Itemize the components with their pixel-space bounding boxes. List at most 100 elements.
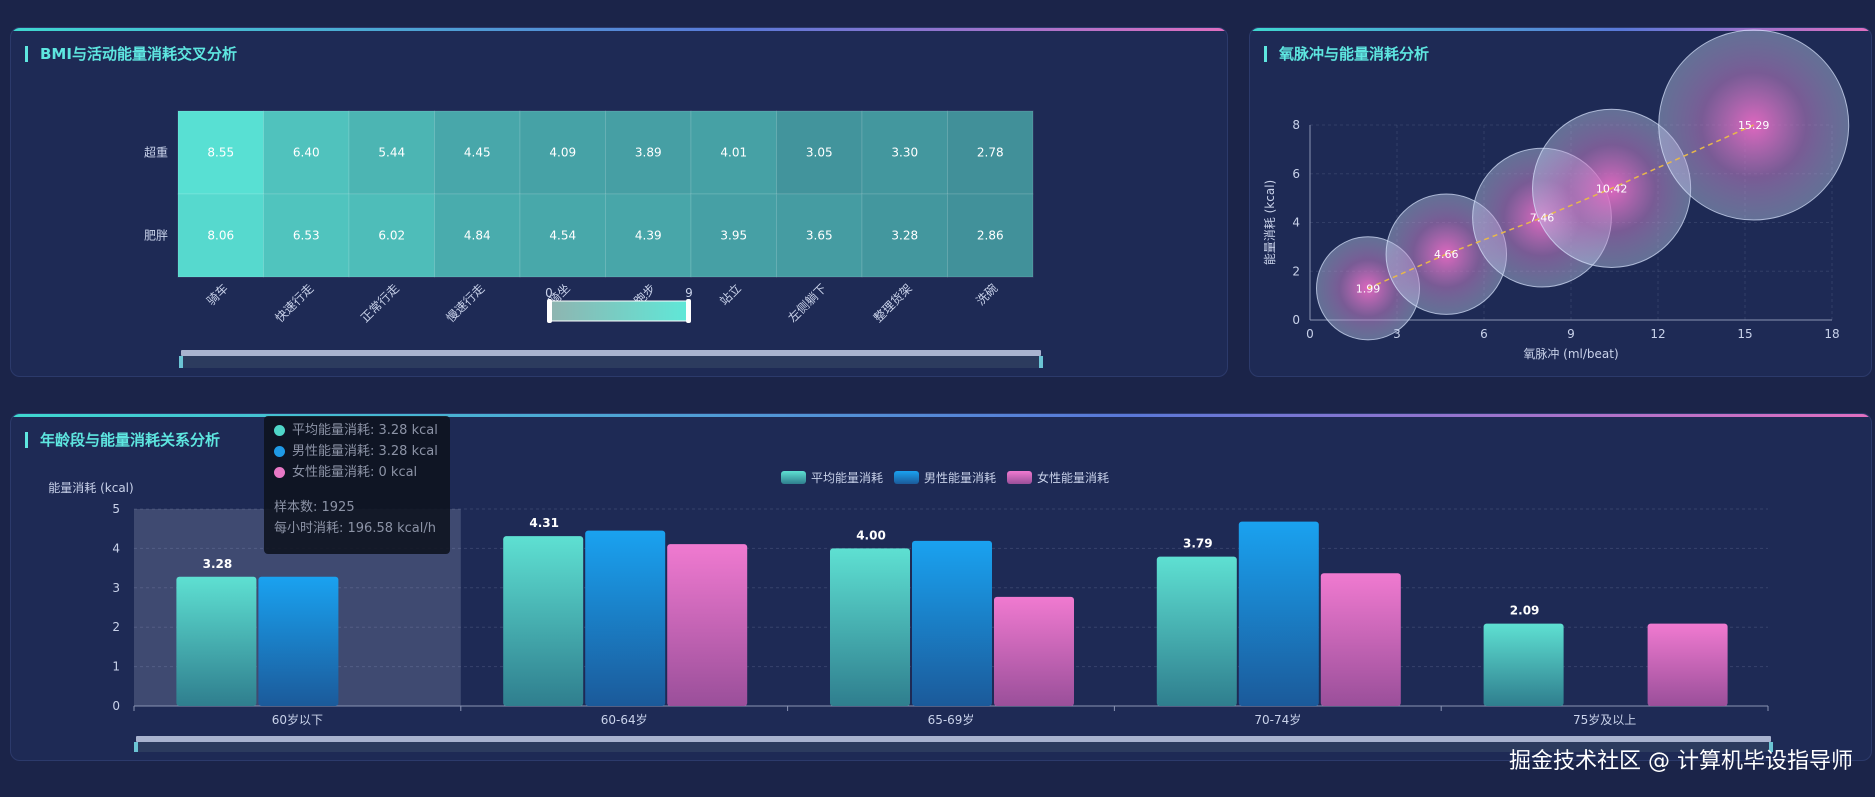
heatmap-cell-value: 5.44 (378, 146, 405, 160)
scatter-point-label: 10.42 (1596, 182, 1628, 195)
bar-y-tick: 1 (112, 660, 120, 674)
heatmap-cell[interactable] (434, 110, 521, 195)
bar-datazoom-handle-right[interactable] (1769, 742, 1773, 752)
heatmap-cell-value: 3.65 (806, 229, 833, 243)
heatmap-cell[interactable] (519, 193, 606, 278)
bar-data-label: 3.28 (203, 557, 233, 571)
bar-chart: 0 1 2 3 4 5 能量消耗 (kcal) 60岁以下 3.28 60-64岁 4.31 65-6… (48, 470, 1773, 752)
scatter-chart: 0 3 6 9 12 15 18 0 2 4 6 8 氧脉冲 (ml/beat) 能量消耗 (kcal) 1… (1263, 29, 1850, 361)
tooltip-sample: 样本数: 1925 (274, 500, 355, 515)
bar-x-tick: 60-64岁 (601, 712, 648, 727)
bar-title: 年龄段与能量消耗关系分析 (25, 432, 220, 448)
bar-2-3[interactable] (1320, 573, 1401, 706)
tooltip-male-text: 男性能量消耗: 3.28 kcal (292, 444, 438, 459)
heatmap-visualmap-handle-min[interactable] (547, 299, 552, 323)
scatter-x-tick: 12 (1650, 327, 1665, 341)
scatter-point-label: 15.29 (1738, 119, 1770, 132)
legend-label[interactable]: 男性能量消耗 (924, 471, 996, 485)
heatmap-cell[interactable] (177, 193, 264, 278)
heatmap-col-label: 慢速行走 (444, 281, 488, 325)
bar-0-2[interactable] (830, 548, 910, 706)
heatmap-visualmap-max-label: 9 (685, 286, 693, 300)
heatmap-cell-value: 4.45 (464, 146, 491, 160)
tooltip-row-female: 女性能量消耗: 0 kcal (274, 462, 440, 483)
heatmap-cell[interactable] (177, 110, 264, 195)
bar-2-1[interactable] (667, 544, 748, 706)
scatter-point-label: 7.46 (1530, 212, 1555, 225)
bar-datazoom-track[interactable] (136, 742, 1771, 752)
bar-data-label: 4.31 (529, 516, 559, 530)
scatter-x-tick: 0 (1306, 327, 1314, 341)
heatmap-cell-value: 4.01 (720, 146, 747, 160)
scatter-y-tick: 4 (1292, 216, 1300, 230)
bar-1-0[interactable] (258, 576, 339, 706)
bar-datazoom-bar[interactable] (136, 736, 1771, 742)
heatmap-cell[interactable] (605, 110, 692, 195)
bar-datazoom-handle-left[interactable] (134, 742, 138, 752)
heatmap-datazoom-handle-left[interactable] (179, 356, 183, 368)
heatmap-datazoom-track[interactable] (181, 356, 1041, 368)
legend-swatch[interactable] (1007, 471, 1032, 484)
heatmap-cell-value: 4.09 (549, 146, 576, 160)
heatmap-cell[interactable] (263, 110, 350, 195)
heatmap-title: BMI与活动能量消耗交叉分析 (25, 46, 237, 62)
bar-y-tick: 2 (112, 620, 120, 634)
bar-x-tick: 75岁及以上 (1573, 712, 1636, 727)
heatmap-datazoom-bar[interactable] (181, 350, 1041, 356)
heatmap-cell-value: 2.78 (977, 146, 1004, 160)
bar-2-2[interactable] (994, 596, 1074, 706)
legend-swatch[interactable] (781, 471, 806, 484)
bar-y-tick: 5 (112, 502, 120, 516)
heatmap-cell[interactable] (348, 193, 435, 278)
scatter-x-tick: 18 (1824, 327, 1839, 341)
heatmap-cell[interactable] (690, 110, 777, 195)
bar-y-tick: 3 (112, 581, 120, 595)
bar-data-label: 4.00 (856, 528, 886, 542)
heatmap-cell[interactable] (776, 193, 863, 278)
heatmap-cell[interactable] (690, 193, 777, 278)
legend-label[interactable]: 平均能量消耗 (811, 471, 883, 485)
heatmap-cell-value: 6.53 (293, 229, 320, 243)
bar-y-tick: 4 (112, 541, 120, 555)
bar-0-1[interactable] (503, 536, 584, 706)
heatmap-visualmap-handle-max[interactable] (686, 299, 691, 323)
heatmap-row-label: 超重 (144, 145, 168, 160)
scatter-y-tick: 2 (1292, 264, 1300, 278)
bar-x-tick: 60岁以下 (272, 712, 323, 727)
bar-0-3[interactable] (1156, 556, 1237, 706)
tooltip-female-text: 女性能量消耗: 0 kcal (292, 465, 418, 480)
bar-1-2[interactable] (912, 540, 992, 706)
heatmap-col-label: 快速行走 (273, 281, 317, 325)
bar-2-4[interactable] (1647, 623, 1728, 706)
heatmap-col-label: 正常行走 (358, 281, 402, 325)
heatmap-datazoom-handle-right[interactable] (1039, 356, 1043, 368)
bar-x-tick: 65-69岁 (928, 712, 975, 727)
heatmap-cell-value: 2.86 (977, 229, 1004, 243)
heatmap-cell[interactable] (947, 110, 1034, 195)
bar-1-3[interactable] (1238, 521, 1319, 706)
heatmap-cell[interactable] (263, 193, 350, 278)
bar-1-1[interactable] (585, 530, 666, 706)
heatmap-cell-value: 8.06 (207, 229, 234, 243)
heatmap-cell[interactable] (348, 110, 435, 195)
heatmap-chart: 超重 8.55 6.40 5.44 4.45 4.09 3.89 4.01 3.05 3.30 2.… (144, 110, 1043, 368)
legend-label[interactable]: 女性能量消耗 (1037, 470, 1109, 485)
bar-0-4[interactable] (1483, 623, 1564, 706)
tooltip-dot-male (274, 446, 285, 457)
legend-swatch[interactable] (894, 471, 919, 484)
tooltip-row-avg: 平均能量消耗: 3.28 kcal (274, 420, 440, 441)
heatmap-cell[interactable] (434, 193, 521, 278)
bar-tooltip: 平均能量消耗: 3.28 kcal 男性能量消耗: 3.28 kcal 女性能量… (264, 416, 450, 554)
heatmap-row-label: 肥胖 (144, 229, 168, 243)
heatmap-cell[interactable] (947, 193, 1034, 278)
tooltip-avg-text: 平均能量消耗: 3.28 kcal (292, 423, 438, 438)
scatter-x-tick: 6 (1480, 327, 1488, 341)
scatter-y-tick: 6 (1292, 167, 1300, 181)
bar-x-tick: 70-74岁 (1254, 712, 1301, 727)
bar-0-0[interactable] (176, 576, 257, 706)
heatmap-cell-value: 4.84 (464, 229, 491, 243)
scatter-y-label: 能量消耗 (kcal) (1263, 180, 1277, 265)
heatmap-visualmap-bar[interactable] (548, 300, 690, 322)
scatter-x-tick: 15 (1737, 327, 1752, 341)
heatmap-cell[interactable] (605, 193, 692, 278)
